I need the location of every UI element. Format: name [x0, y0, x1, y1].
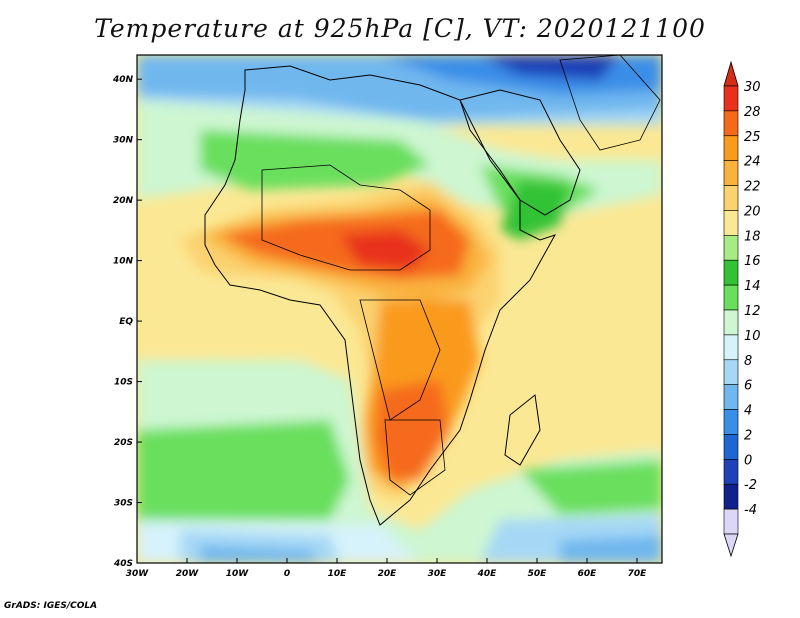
- lat-tick-label: 40N: [112, 75, 134, 85]
- colorbar-label: -4: [744, 503, 757, 518]
- colorbar-label: 14: [744, 279, 761, 294]
- colorbar-segment: [723, 434, 739, 460]
- colorbar-label: 10: [744, 329, 761, 344]
- colorbar-segment: [723, 409, 739, 435]
- lat-tick-label: 20N: [113, 196, 134, 206]
- colorbar-top-arrow: [723, 60, 739, 87]
- footer-credit: GrADS: IGES/COLA: [4, 601, 98, 611]
- lat-tick-label: 30N: [113, 136, 134, 146]
- latitude-axis: 40N 30N 20N 10N EQ 10S 20S 30S 40S: [112, 75, 142, 569]
- lon-tick-label: 70E: [628, 569, 648, 579]
- colorbar-segment: [723, 110, 739, 137]
- coastlines: [204, 55, 661, 526]
- lon-tick-label: 20E: [378, 569, 398, 579]
- colorbar-label: 12: [744, 304, 761, 319]
- lat-tick-label: EQ: [119, 317, 133, 327]
- colorbar-label: 30: [744, 80, 761, 95]
- colorbar-label: 18: [744, 229, 761, 244]
- lon-tick-label: 20W: [176, 569, 200, 579]
- colorbar-segment: [723, 359, 739, 385]
- colorbar-label: 0: [744, 453, 752, 468]
- colorbar-segment: [723, 235, 739, 261]
- colorbar-label: 22: [744, 180, 761, 195]
- colorbar-label: 25: [744, 130, 761, 145]
- colorbar-segment: [723, 334, 739, 361]
- lat-tick-label: 30S: [114, 499, 133, 509]
- colorbar-segment: [723, 384, 739, 410]
- longitude-axis: 30W 20W 10W 0 10E 20E 30E 40E 50E 60E 70E: [126, 558, 647, 579]
- colorbar-label: 8: [744, 354, 752, 369]
- colorbar-label: 16: [744, 254, 761, 269]
- map-frame: [136, 54, 663, 564]
- colorbar-segment: [723, 210, 739, 236]
- colorbar-segment: [723, 508, 739, 535]
- lon-tick-label: 30E: [428, 569, 448, 579]
- lat-tick-label: 20S: [114, 438, 133, 448]
- lon-tick-label: 30W: [126, 569, 150, 579]
- colorbar-label: 24: [744, 155, 761, 170]
- colorbar-segment: [723, 259, 739, 286]
- lon-tick-label: 10E: [328, 569, 348, 579]
- colorbar-label: 6: [744, 379, 752, 394]
- colorbar-segment: [723, 459, 739, 485]
- colorbar-segment: [723, 284, 739, 311]
- lon-tick-label: 50E: [528, 569, 548, 579]
- map-title: Temperature at 925hPa [C], VT: 202012110…: [94, 14, 706, 43]
- temperature-field: [137, 55, 662, 563]
- lon-tick-label: 10W: [226, 569, 250, 579]
- colorbar-label: 2: [744, 428, 752, 443]
- lat-tick-label: 10S: [114, 378, 133, 388]
- colorbar-segment: [723, 160, 739, 186]
- lon-tick-label: 40E: [477, 569, 498, 579]
- colorbar-segment: [723, 135, 739, 161]
- colorbar-segment: [723, 185, 739, 211]
- colorbar-segment: [723, 85, 739, 112]
- colorbar-label: 28: [744, 105, 761, 120]
- colorbar-segment: [723, 309, 739, 336]
- colorbar-bottom-arrow: [723, 533, 739, 558]
- colorbar-segment: [723, 483, 739, 510]
- colorbar-label: 4: [744, 404, 752, 419]
- colorbar-label: -2: [744, 478, 757, 493]
- lat-tick-label: 40S: [113, 559, 133, 569]
- lon-tick-label: 0: [284, 569, 290, 579]
- lon-tick-label: 60E: [578, 569, 598, 579]
- lat-tick-label: 10N: [113, 257, 134, 267]
- colorbar-label: 20: [744, 204, 761, 219]
